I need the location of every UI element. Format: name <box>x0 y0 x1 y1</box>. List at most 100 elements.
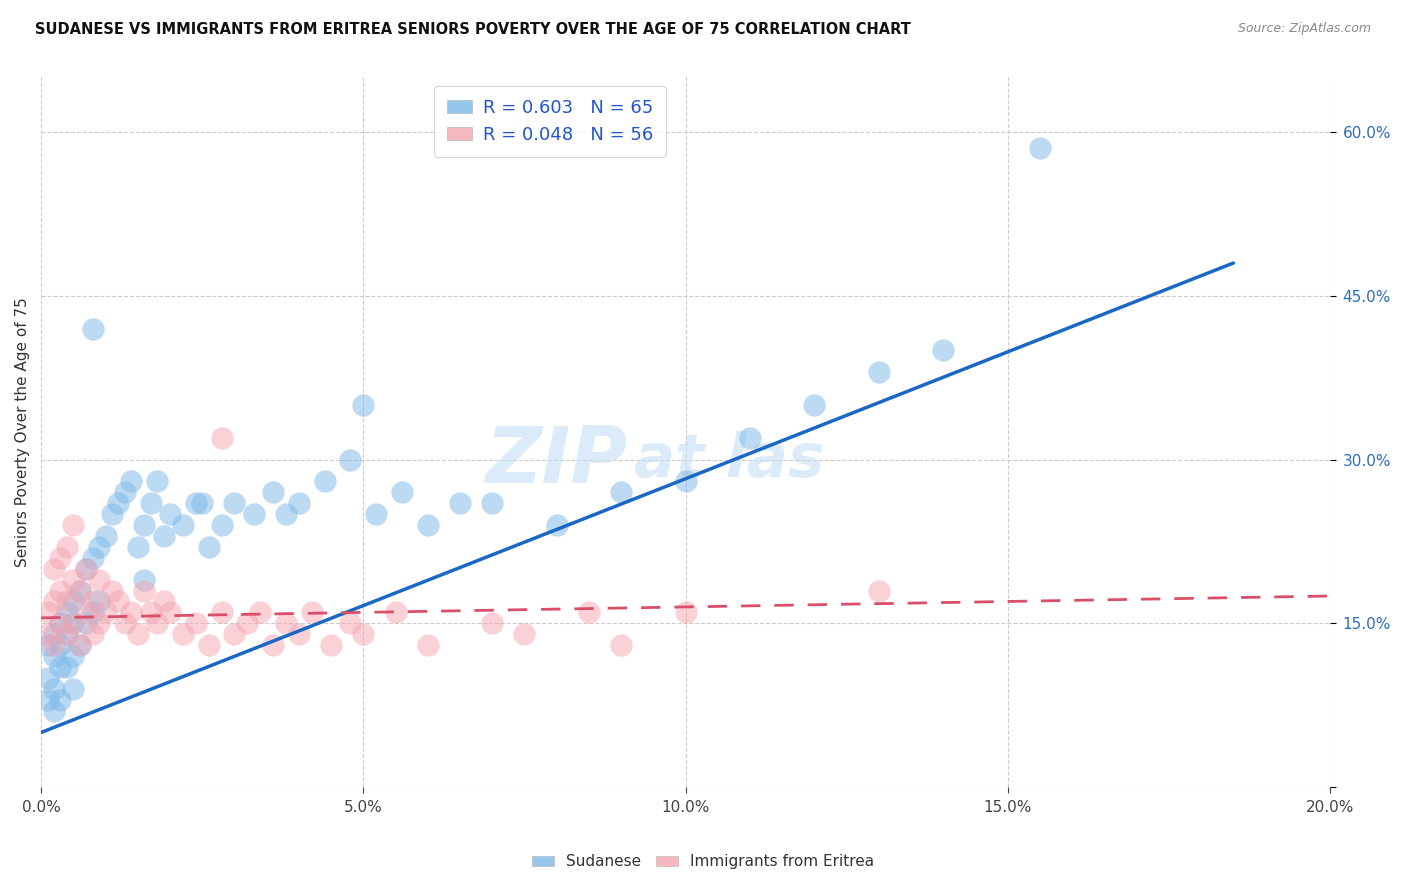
Point <box>211 606 233 620</box>
Point <box>932 343 955 358</box>
Point <box>803 398 825 412</box>
Point <box>868 583 890 598</box>
Point <box>49 583 72 598</box>
Point <box>211 518 233 533</box>
Point <box>738 431 761 445</box>
Point <box>274 616 297 631</box>
Point <box>352 627 374 641</box>
Point <box>114 616 136 631</box>
Point <box>288 496 311 510</box>
Point <box>120 606 142 620</box>
Point <box>87 594 110 608</box>
Point <box>94 529 117 543</box>
Point <box>184 616 207 631</box>
Point <box>75 606 97 620</box>
Point <box>675 475 697 489</box>
Point <box>481 616 503 631</box>
Point <box>301 606 323 620</box>
Point <box>87 573 110 587</box>
Point <box>107 594 129 608</box>
Point <box>120 475 142 489</box>
Point <box>114 485 136 500</box>
Point <box>197 540 219 554</box>
Point <box>101 507 124 521</box>
Point <box>37 606 59 620</box>
Point <box>262 485 284 500</box>
Point <box>416 638 439 652</box>
Point <box>62 594 84 608</box>
Point <box>62 616 84 631</box>
Point <box>82 321 104 335</box>
Point <box>197 638 219 652</box>
Point <box>172 518 194 533</box>
Point <box>546 518 568 533</box>
Point <box>675 606 697 620</box>
Point <box>42 638 65 652</box>
Point <box>610 485 633 500</box>
Point <box>146 475 169 489</box>
Point <box>224 496 246 510</box>
Point <box>578 606 600 620</box>
Point <box>56 627 79 641</box>
Point <box>352 398 374 412</box>
Point <box>75 562 97 576</box>
Point <box>191 496 214 510</box>
Point <box>75 562 97 576</box>
Legend: R = 0.603   N = 65, R = 0.048   N = 56: R = 0.603 N = 65, R = 0.048 N = 56 <box>434 87 666 157</box>
Point <box>87 540 110 554</box>
Point <box>62 648 84 663</box>
Point <box>314 475 336 489</box>
Point <box>481 496 503 510</box>
Point <box>339 616 361 631</box>
Point <box>513 627 536 641</box>
Point <box>56 606 79 620</box>
Point <box>249 606 271 620</box>
Point <box>107 496 129 510</box>
Point <box>288 627 311 641</box>
Point <box>37 671 59 685</box>
Point <box>139 496 162 510</box>
Point <box>134 573 156 587</box>
Point <box>69 638 91 652</box>
Legend: Sudanese, Immigrants from Eritrea: Sudanese, Immigrants from Eritrea <box>526 848 880 875</box>
Point <box>42 704 65 718</box>
Point <box>152 529 174 543</box>
Point <box>56 627 79 641</box>
Point <box>42 594 65 608</box>
Point <box>146 616 169 631</box>
Point <box>62 573 84 587</box>
Point <box>152 594 174 608</box>
Point <box>69 583 91 598</box>
Point <box>262 638 284 652</box>
Text: at las: at las <box>634 431 824 490</box>
Point <box>62 681 84 696</box>
Point <box>127 540 149 554</box>
Point <box>49 550 72 565</box>
Text: ZIP: ZIP <box>485 423 627 499</box>
Point <box>416 518 439 533</box>
Point <box>274 507 297 521</box>
Point <box>37 692 59 706</box>
Point <box>1029 141 1052 155</box>
Point <box>49 660 72 674</box>
Point <box>82 594 104 608</box>
Point <box>211 431 233 445</box>
Text: SUDANESE VS IMMIGRANTS FROM ERITREA SENIORS POVERTY OVER THE AGE OF 75 CORRELATI: SUDANESE VS IMMIGRANTS FROM ERITREA SENI… <box>35 22 911 37</box>
Point <box>82 550 104 565</box>
Point <box>42 562 65 576</box>
Point <box>391 485 413 500</box>
Point <box>319 638 342 652</box>
Point <box>42 648 65 663</box>
Point <box>366 507 388 521</box>
Point <box>159 606 181 620</box>
Point <box>87 616 110 631</box>
Point <box>49 692 72 706</box>
Point <box>56 660 79 674</box>
Point <box>75 616 97 631</box>
Point <box>159 507 181 521</box>
Point <box>94 606 117 620</box>
Point <box>69 638 91 652</box>
Point <box>868 365 890 379</box>
Point <box>42 627 65 641</box>
Point <box>339 452 361 467</box>
